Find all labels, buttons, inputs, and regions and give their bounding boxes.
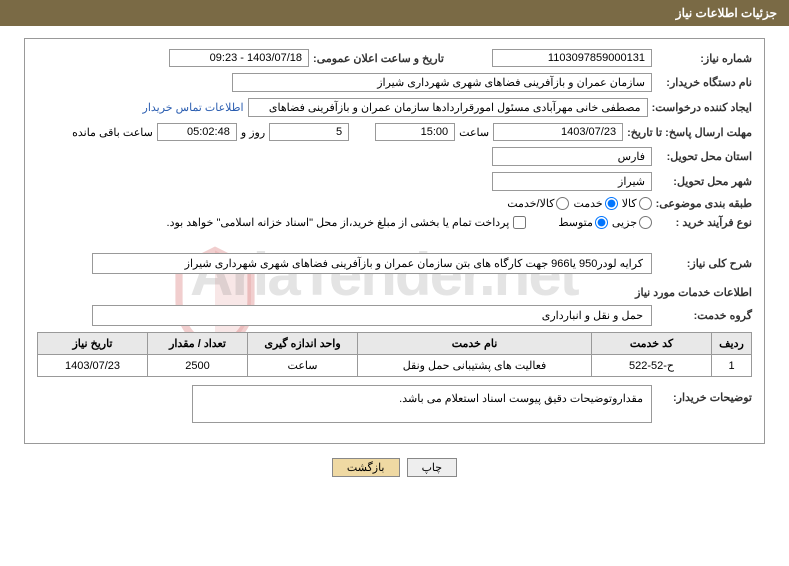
process-label: نوع فرآیند خرید :: [656, 216, 752, 229]
remain-label: ساعت باقی مانده: [72, 126, 153, 139]
category-label: طبقه بندی موضوعی:: [656, 197, 752, 210]
announce-field: 1403/07/18 - 09:23: [169, 49, 309, 67]
td-code: ح-52-522: [592, 355, 712, 377]
cat-goods-service-option[interactable]: کالا/خدمت: [507, 197, 569, 210]
services-header: اطلاعات خدمات مورد نیاز: [37, 280, 752, 305]
td-unit: ساعت: [248, 355, 358, 377]
deadline-date-field: 1403/07/23: [493, 123, 623, 141]
days-field: 5: [269, 123, 349, 141]
process-medium-option[interactable]: متوسط: [558, 216, 608, 229]
payment-checkbox[interactable]: [513, 216, 526, 229]
back-button[interactable]: بازگشت: [332, 458, 400, 477]
td-date: 1403/07/23: [38, 355, 148, 377]
print-button[interactable]: چاپ: [407, 458, 458, 477]
announce-label: تاریخ و ساعت اعلان عمومی:: [313, 52, 444, 65]
buyer-field: سازمان عمران و بازآفرینی فضاهای شهری شهر…: [232, 73, 652, 92]
days-and-label: روز و: [241, 126, 265, 139]
category-radio-group: کالا خدمت کالا/خدمت: [507, 197, 651, 210]
page-header: جزئیات اطلاعات نیاز: [0, 0, 789, 26]
th-qty: تعداد / مقدار: [148, 333, 248, 355]
overview-field: کرایه لودر950 یا966 جهت کارگاه های بتن س…: [92, 253, 652, 274]
process-medium-radio[interactable]: [595, 216, 608, 229]
table-header-row: ردیف کد خدمت نام خدمت واحد اندازه گیری ت…: [38, 333, 752, 355]
need-number-field: 1103097859000131: [492, 49, 652, 67]
buyer-label: نام دستگاه خریدار:: [656, 76, 752, 89]
th-unit: واحد اندازه گیری: [248, 333, 358, 355]
time-label: ساعت: [459, 126, 489, 139]
deadline-time-field: 15:00: [375, 123, 455, 141]
province-field: فارس: [492, 147, 652, 166]
buyer-desc-field: مقداروتوضیحات دقیق پیوست اسناد استعلام م…: [192, 385, 652, 423]
th-code: کد خدمت: [592, 333, 712, 355]
services-table: ردیف کد خدمت نام خدمت واحد اندازه گیری ت…: [37, 332, 752, 377]
overview-label: شرح کلی نیاز:: [656, 257, 752, 270]
buyer-desc-label: توضیحات خریدار:: [656, 385, 752, 404]
th-name: نام خدمت: [358, 333, 592, 355]
requester-field: مصطفی خانی مهرآبادی مسئول امورقراردادها …: [248, 98, 648, 117]
button-row: چاپ بازگشت: [24, 458, 765, 477]
td-qty: 2500: [148, 355, 248, 377]
cat-goods-service-radio[interactable]: [556, 197, 569, 210]
process-radio-group: جزیی متوسط: [558, 216, 652, 229]
need-number-label: شماره نیاز:: [656, 52, 752, 65]
city-label: شهر محل تحویل:: [656, 175, 752, 188]
form-panel: شماره نیاز: 1103097859000131 تاریخ و ساع…: [24, 38, 765, 444]
th-index: ردیف: [712, 333, 752, 355]
requester-label: ایجاد کننده درخواست:: [652, 101, 752, 114]
cat-goods-radio[interactable]: [639, 197, 652, 210]
payment-note-row: پرداخت تمام یا بخشی از مبلغ خرید،از محل …: [167, 216, 527, 229]
process-minor-option[interactable]: جزیی: [612, 216, 652, 229]
page-title: جزئیات اطلاعات نیاز: [676, 6, 777, 20]
th-date: تاریخ نیاز: [38, 333, 148, 355]
payment-note: پرداخت تمام یا بخشی از مبلغ خرید،از محل …: [167, 216, 510, 229]
city-field: شیراز: [492, 172, 652, 191]
td-index: 1: [712, 355, 752, 377]
cat-goods-option[interactable]: کالا: [622, 197, 652, 210]
table-row: 1 ح-52-522 فعالیت های پشتیبانی حمل ونقل …: [38, 355, 752, 377]
contact-buyer-link[interactable]: اطلاعات تماس خریدار: [143, 101, 244, 114]
group-field: حمل و نقل و انبارداری: [92, 305, 652, 326]
cat-service-option[interactable]: خدمت: [573, 197, 617, 210]
td-name: فعالیت های پشتیبانی حمل ونقل: [358, 355, 592, 377]
group-label: گروه خدمت:: [656, 309, 752, 322]
cat-service-radio[interactable]: [605, 197, 618, 210]
process-minor-radio[interactable]: [639, 216, 652, 229]
countdown-field: 05:02:48: [157, 123, 237, 141]
deadline-label: مهلت ارسال پاسخ: تا تاریخ:: [627, 126, 752, 139]
province-label: استان محل تحویل:: [656, 150, 752, 163]
